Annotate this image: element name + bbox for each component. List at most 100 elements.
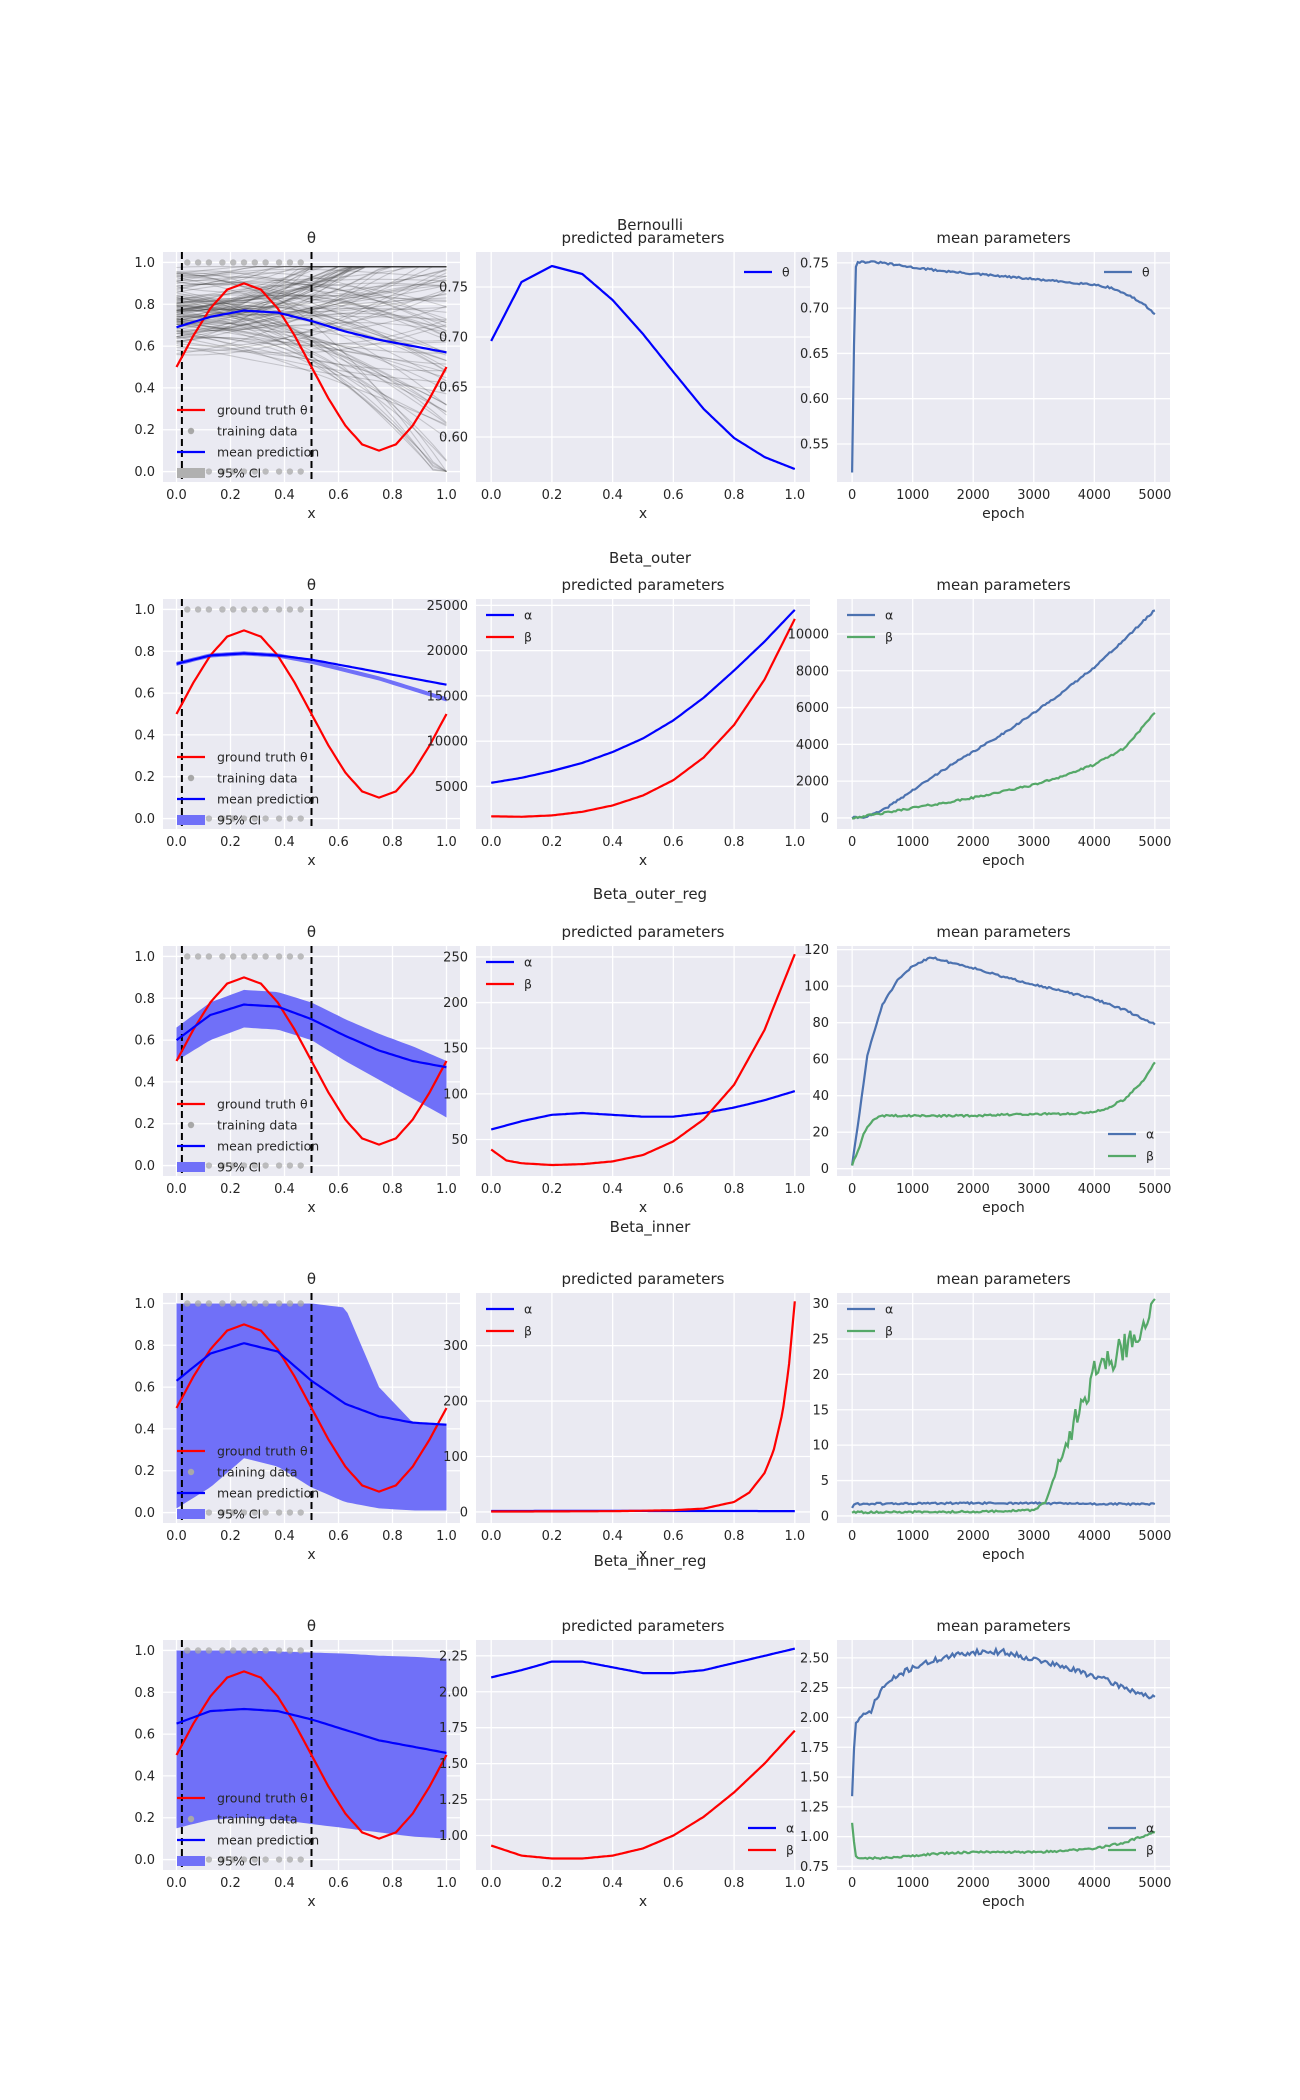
- chart-panel: 0.0 0.2 0.4 0.6 0.8 1.0 0.0 0.2 0.4 0.6 0.8 1.0 grou…: [134, 1270, 460, 1563]
- x-tick-label: 0.4: [274, 1182, 295, 1197]
- sample-curve: [176, 290, 447, 423]
- chart-panel: 0.0 0.2 0.4 0.6 0.8 1.0 5000 10000 15000 20000 250…: [427, 576, 810, 869]
- legend: ground truth θ training data mean predicti…: [177, 1791, 319, 1869]
- sample-curve: [176, 266, 447, 311]
- legend-label: α: [524, 1302, 532, 1317]
- series-line: [851, 1061, 1156, 1166]
- y-tick-label: 150: [443, 1042, 468, 1057]
- panel-title: predicted parameters: [562, 1270, 725, 1288]
- x-tick-label: 0.8: [724, 835, 745, 850]
- y-tick-label: 300: [443, 1339, 468, 1354]
- training-point: [194, 259, 202, 266]
- panel-title: θ: [307, 576, 316, 594]
- training-point: [194, 1647, 202, 1654]
- x-tick-label: 0.8: [382, 488, 403, 503]
- training-point: [219, 953, 226, 960]
- x-tick-label: 0.0: [166, 835, 187, 850]
- y-tick-label: 100: [443, 1450, 468, 1465]
- sample-curve: [176, 322, 447, 427]
- sample-curve: [176, 294, 447, 320]
- sample-curve: [176, 298, 447, 472]
- y-tick-label: 1.25: [800, 1800, 829, 1815]
- training-point: [286, 1647, 294, 1654]
- training-point: [205, 1509, 213, 1516]
- legend-label: 95% CI: [217, 1160, 261, 1175]
- legend: ground truth θ training data mean predicti…: [177, 403, 319, 481]
- y-tick-label: 2000: [796, 775, 829, 790]
- training-point: [251, 1647, 258, 1654]
- x-tick-label: 1000: [896, 1529, 929, 1544]
- training-point: [297, 468, 304, 475]
- chart-panel: 0.0 0.2 0.4 0.6 0.8 1.0 1.00 1.25 1.50 1.75 2.00 2.…: [439, 1617, 810, 1910]
- y-tick-label: 0.75: [439, 281, 468, 296]
- legend: αβ: [486, 1302, 532, 1339]
- y-tick-label: 0.8: [134, 1339, 155, 1354]
- y-tick-label: 0.2: [134, 1117, 155, 1132]
- training-point: [230, 815, 237, 822]
- training-point: [286, 1300, 294, 1307]
- y-tick-label: 50: [451, 1133, 468, 1148]
- series-line: [491, 618, 796, 818]
- training-point: [286, 259, 294, 266]
- legend-label: β: [524, 630, 532, 645]
- training-point: [251, 1162, 258, 1169]
- chart-panel: 0 1000 2000 3000 4000 5000 0.75 1.00 1.25 1.50 1.7…: [800, 1617, 1171, 1910]
- y-tick-label: 0.65: [439, 381, 468, 396]
- ground-truth-line: [175, 629, 448, 799]
- series-line: [851, 1646, 1156, 1797]
- series-line: [851, 260, 1156, 473]
- x-tick-label: 0.8: [724, 1529, 745, 1544]
- y-tick-label: 2.00: [800, 1711, 829, 1726]
- x-tick-label: 0: [848, 488, 856, 503]
- legend-swatch: [177, 1509, 205, 1519]
- x-tick-label: 0.2: [220, 488, 241, 503]
- y-tick-label: 1.00: [800, 1830, 829, 1845]
- panel-title: mean parameters: [936, 1617, 1070, 1635]
- x-tick-label: 0.0: [481, 488, 502, 503]
- training-point: [275, 1300, 283, 1307]
- x-tick-label: 0.8: [382, 835, 403, 850]
- x-tick-label: 0.2: [542, 1182, 563, 1197]
- legend-label: β: [524, 1324, 532, 1339]
- sample-curve: [176, 322, 447, 379]
- y-tick-label: 5: [821, 1474, 829, 1489]
- series-line: [851, 609, 1156, 820]
- legend-label: θ: [1142, 265, 1150, 280]
- x-tick-label: 0.8: [724, 1182, 745, 1197]
- sample-curve: [176, 266, 447, 332]
- training-point: [251, 468, 258, 475]
- training-point: [297, 1509, 304, 1516]
- y-tick-label: 25: [812, 1333, 829, 1348]
- x-tick-label: 0.4: [274, 488, 295, 503]
- sample-curve: [176, 337, 447, 472]
- training-point: [240, 1162, 248, 1169]
- x-tick-label: 5000: [1138, 835, 1171, 850]
- x-tick-label: 3000: [1017, 1876, 1050, 1891]
- ground-truth-line: [175, 976, 448, 1146]
- x-tick-label: 1.0: [436, 1529, 457, 1544]
- training-point: [219, 468, 226, 475]
- series-line: [491, 1301, 796, 1513]
- legend: αβ: [1108, 1127, 1154, 1164]
- training-point: [240, 606, 248, 613]
- chart-panel: 0.0 0.2 0.4 0.6 0.8 1.0 0.60 0.65 0.70 0.75 θ predi…: [439, 229, 810, 522]
- x-tick-label: 0.0: [481, 1529, 502, 1544]
- x-tick-label: 0.0: [481, 1876, 502, 1891]
- sample-curve: [176, 300, 447, 472]
- x-tick-label: 5000: [1138, 488, 1171, 503]
- training-point: [240, 1300, 248, 1307]
- training-point: [230, 468, 237, 475]
- training-point: [262, 259, 269, 266]
- legend-label: β: [885, 630, 893, 645]
- sample-curve: [176, 330, 447, 426]
- series-line: [490, 1090, 796, 1131]
- legend: ground truth θ training data mean predicti…: [177, 1444, 319, 1522]
- training-point: [297, 606, 304, 613]
- y-tick-label: 0.8: [134, 1686, 155, 1701]
- panel-title: predicted parameters: [562, 229, 725, 247]
- y-tick-label: 0.8: [134, 298, 155, 313]
- y-tick-label: 1.75: [439, 1721, 468, 1736]
